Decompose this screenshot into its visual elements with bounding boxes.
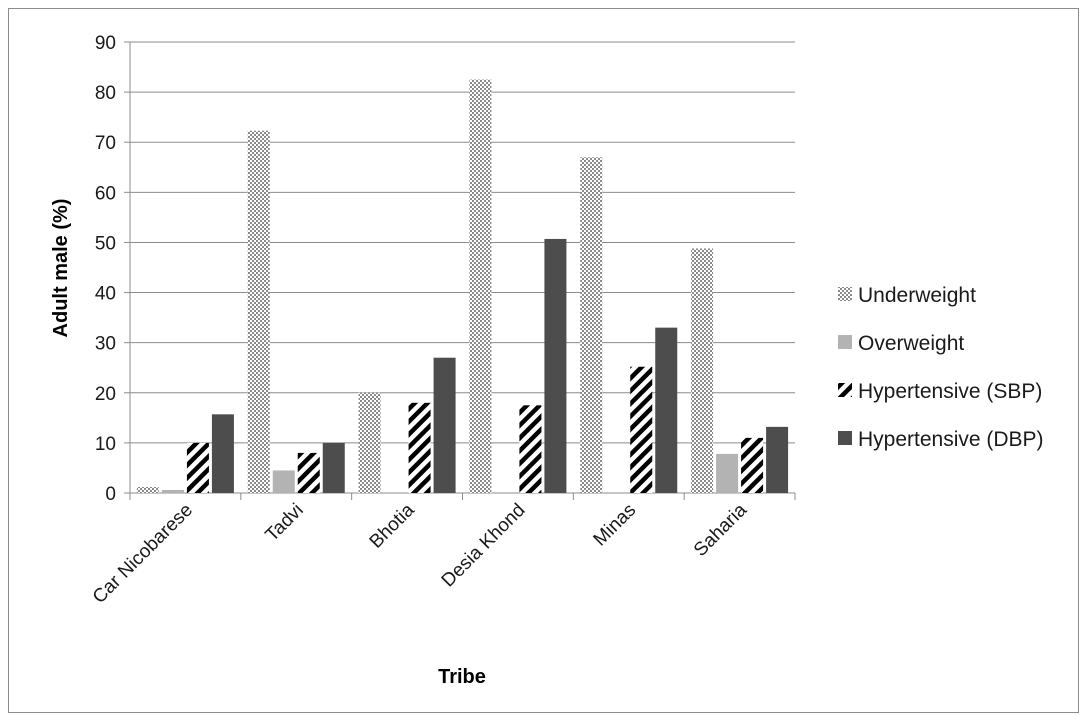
x-tick-label: Tadvi xyxy=(262,500,308,546)
legend-label: Underweight xyxy=(858,284,976,307)
bar-underweight-3 xyxy=(469,79,492,493)
bar-hypertensive-dbp-3 xyxy=(544,238,567,493)
gridlines xyxy=(130,41,795,444)
x-tick-label: Minas xyxy=(590,500,641,551)
x-axis-title: Tribe xyxy=(438,666,486,688)
legend-swatch xyxy=(838,335,852,349)
bar-hypertensive-dbp-4 xyxy=(655,327,678,493)
y-tick-label: 40 xyxy=(95,284,116,305)
y-tick-label: 10 xyxy=(95,434,116,455)
bar-overweight-5 xyxy=(716,453,739,493)
bar-underweight-5 xyxy=(691,248,714,493)
y-tick-label: 50 xyxy=(95,233,116,254)
y-tick-label: 70 xyxy=(95,133,116,154)
legend-swatch xyxy=(838,383,852,397)
y-tick-label: 80 xyxy=(95,83,116,104)
bar-hypertensive-sbp-4 xyxy=(630,366,653,493)
bar-hypertensive-sbp-3 xyxy=(519,405,542,493)
bar-underweight-4 xyxy=(580,157,603,493)
x-tick-label: Bhotia xyxy=(366,499,419,552)
bar-underweight-1 xyxy=(247,130,270,494)
axes xyxy=(124,41,796,500)
bar-hypertensive-dbp-2 xyxy=(433,357,456,493)
legend-swatch xyxy=(838,431,852,445)
y-tick-label: 0 xyxy=(105,484,116,505)
y-tick-label: 60 xyxy=(95,183,116,204)
x-tick-label: Desia Khond xyxy=(438,500,530,592)
bar-overweight-1 xyxy=(272,470,295,493)
y-tick-label: 90 xyxy=(95,33,116,54)
bar-hypertensive-dbp-5 xyxy=(766,426,789,493)
x-tick-label: Saharia xyxy=(690,499,751,560)
legend-label: Hypertensive (SBP) xyxy=(858,380,1042,403)
y-tick-labels: 0 10 20 30 40 50 60 70 80 90 xyxy=(95,33,116,505)
legend-label: Hypertensive (DBP) xyxy=(858,428,1044,451)
bar-hypertensive-dbp-1 xyxy=(322,442,345,493)
bar-hypertensive-dbp-0 xyxy=(211,414,234,493)
x-tick-label: Car Nicobarese xyxy=(89,500,197,608)
legend-swatch xyxy=(838,287,852,301)
bars xyxy=(136,79,789,494)
y-tick-label: 30 xyxy=(95,334,116,355)
bar-hypertensive-sbp-5 xyxy=(741,437,764,493)
bar-overweight-0 xyxy=(161,489,184,493)
legend-label: Overweight xyxy=(858,332,964,355)
bar-hypertensive-sbp-2 xyxy=(408,402,431,493)
y-axis-title: Adult male (%) xyxy=(50,199,72,338)
legend: Underweight Overweight Hypertensive (SBP) H… xyxy=(838,284,1044,451)
bar-underweight-0 xyxy=(136,486,159,493)
bar-underweight-2 xyxy=(358,392,381,493)
y-tick-label: 20 xyxy=(95,384,116,405)
x-tick-labels: Car Nicobarese Tadvi Bhotia Desia Khond Mina… xyxy=(89,499,752,607)
bar-hypertensive-sbp-0 xyxy=(186,442,209,493)
chart-frame xyxy=(8,8,1079,713)
bar-hypertensive-sbp-1 xyxy=(297,452,320,493)
